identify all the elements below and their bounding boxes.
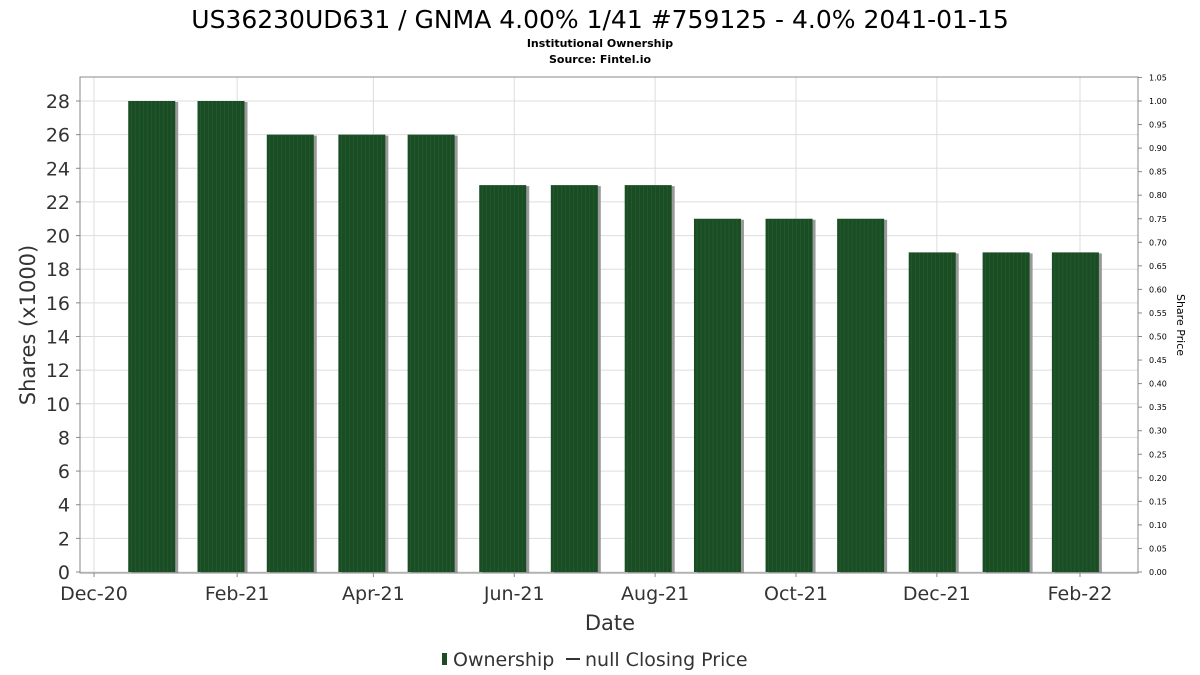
y2-tick-label: 0.90 bbox=[1149, 144, 1167, 153]
y2-tick-label: 0.15 bbox=[1149, 497, 1167, 506]
x-tick-label: Jun-21 bbox=[483, 583, 545, 605]
y-tick-label: 14 bbox=[46, 327, 70, 349]
y2-tick-label: 0.30 bbox=[1149, 427, 1167, 436]
y-tick-label: 18 bbox=[46, 259, 70, 281]
y2-tick-label: 1.05 bbox=[1149, 73, 1167, 82]
chart-source: Source: Fintel.io bbox=[549, 53, 651, 66]
y-axis-label: Shares (x1000) bbox=[16, 245, 40, 405]
y2-tick-label: 1.00 bbox=[1149, 97, 1167, 106]
y2-tick-label: 0.10 bbox=[1149, 521, 1167, 530]
y-tick-label: 24 bbox=[46, 158, 70, 180]
legend-ownership-swatch bbox=[442, 653, 447, 665]
x-tick-label: Aug-21 bbox=[621, 583, 689, 605]
y2-tick-label: 0.60 bbox=[1149, 285, 1167, 294]
y-tick-label: 0 bbox=[58, 562, 70, 584]
y2-tick-label: 0.75 bbox=[1149, 215, 1167, 224]
x-tick-label: Dec-21 bbox=[903, 583, 971, 605]
y2-tick-label: 0.35 bbox=[1149, 403, 1167, 412]
y-tick-label: 10 bbox=[46, 394, 70, 416]
y2-tick-label: 0.55 bbox=[1149, 309, 1167, 318]
y2-tick-label: 0.80 bbox=[1149, 191, 1167, 200]
y-tick-label: 28 bbox=[46, 91, 70, 113]
y2-tick-label: 0.85 bbox=[1149, 168, 1167, 177]
y-tick-label: 6 bbox=[58, 461, 70, 483]
legend: Ownership null Closing Price bbox=[442, 649, 748, 671]
y-tick-label: 4 bbox=[58, 495, 70, 517]
x-axis-label: Date bbox=[585, 611, 635, 635]
y2-tick-label: 0.05 bbox=[1149, 544, 1167, 553]
y2-tick-label: 0.50 bbox=[1149, 333, 1167, 342]
x-tick-label: Feb-21 bbox=[205, 583, 270, 605]
legend-closing-price: null Closing Price bbox=[585, 649, 748, 671]
y-tick-label: 8 bbox=[58, 427, 70, 449]
x-tick-label: Feb-22 bbox=[1048, 583, 1113, 605]
plot-area bbox=[79, 76, 1139, 574]
y-tick-label: 16 bbox=[46, 293, 70, 315]
y-tick-label: 20 bbox=[46, 226, 70, 248]
y2-tick-label: 0.70 bbox=[1149, 238, 1167, 247]
y2-tick-label: 0.20 bbox=[1149, 474, 1167, 483]
y2-tick-label: 0.45 bbox=[1149, 356, 1167, 365]
y2-tick-label: 0.25 bbox=[1149, 450, 1167, 459]
x-tick-label: Oct-21 bbox=[764, 583, 828, 605]
y2-tick-label: 0.65 bbox=[1149, 262, 1167, 271]
legend-ownership: Ownership bbox=[453, 649, 554, 671]
x-tick-label: Apr-21 bbox=[342, 583, 405, 605]
y2-tick-label: 0.00 bbox=[1149, 568, 1167, 577]
y-tick-label: 22 bbox=[46, 192, 70, 214]
y2-axis-label: Share Price bbox=[1174, 294, 1187, 356]
y2-tick-label: 0.40 bbox=[1149, 380, 1167, 389]
y-tick-label: 26 bbox=[46, 125, 70, 147]
chart-title: US36230UD631 / GNMA 4.00% 1/41 #759125 -… bbox=[191, 5, 1008, 34]
y-tick-label: 12 bbox=[46, 360, 70, 382]
y2-tick-label: 0.95 bbox=[1149, 121, 1167, 130]
chart-subtitle: Institutional Ownership bbox=[527, 37, 673, 50]
x-tick-label: Dec-20 bbox=[60, 583, 128, 605]
y-tick-label: 2 bbox=[58, 528, 70, 550]
